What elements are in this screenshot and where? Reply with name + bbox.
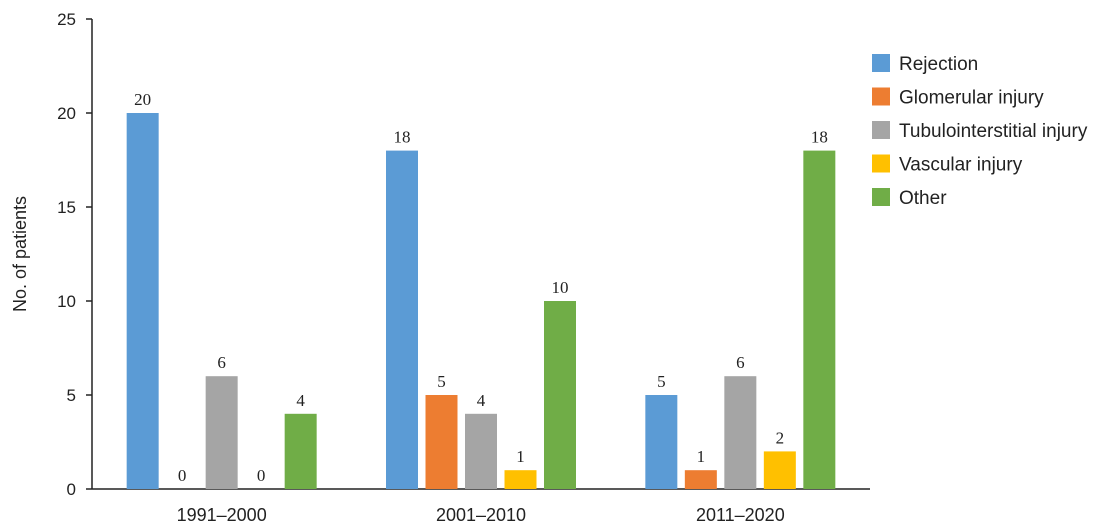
data-label: 10 xyxy=(552,278,569,297)
y-tick-label: 5 xyxy=(67,386,76,405)
bar xyxy=(425,395,458,489)
bar xyxy=(504,470,537,489)
bar xyxy=(386,150,418,489)
data-label: 1 xyxy=(516,447,525,466)
bar xyxy=(544,301,576,489)
data-label: 0 xyxy=(257,466,266,485)
data-label: 4 xyxy=(296,391,305,410)
y-tick-label: 0 xyxy=(67,480,76,499)
bar xyxy=(724,376,757,489)
data-label: 4 xyxy=(477,391,486,410)
legend-swatch xyxy=(872,188,890,206)
y-axis-label: No. of patients xyxy=(10,196,30,312)
data-label: 5 xyxy=(657,372,666,391)
data-label: 18 xyxy=(811,128,828,147)
legend-swatch xyxy=(872,121,890,139)
bar xyxy=(763,451,796,489)
data-label: 20 xyxy=(134,90,151,109)
legend-label: Other xyxy=(899,188,947,209)
x-ticks: 1991–2000 2001–2010 2011–2020 xyxy=(177,505,785,525)
legend-label: Vascular injury xyxy=(899,155,1023,176)
y-tick-label: 10 xyxy=(57,292,76,311)
x-tick-label: 1991–2000 xyxy=(177,505,267,525)
legend-swatch xyxy=(872,54,890,72)
data-label: 5 xyxy=(437,372,446,391)
data-label: 6 xyxy=(217,353,226,372)
data-label: 1 xyxy=(697,447,706,466)
data-label: 6 xyxy=(736,353,745,372)
y-ticks: 0 5 10 15 20 25 xyxy=(57,10,92,499)
legend-label: Tubulointerstitial injury xyxy=(899,121,1088,142)
legend-label: Rejection xyxy=(899,54,978,75)
y-tick-label: 25 xyxy=(57,10,76,29)
legend-label: Glomerular injury xyxy=(899,88,1044,109)
x-tick-label: 2011–2020 xyxy=(696,505,785,525)
y-tick-label: 20 xyxy=(57,104,76,123)
bar xyxy=(205,376,238,489)
bars xyxy=(126,113,836,489)
data-label: 18 xyxy=(394,128,411,147)
bar xyxy=(126,113,159,489)
bar xyxy=(645,395,678,489)
y-tick-label: 15 xyxy=(57,198,76,217)
bar xyxy=(465,413,497,489)
legend-swatch xyxy=(872,154,890,173)
x-tick-label: 2001–2010 xyxy=(436,505,526,525)
bar xyxy=(684,470,717,489)
data-label: 2 xyxy=(776,428,785,447)
data-label: 0 xyxy=(178,466,187,485)
bar xyxy=(803,150,836,489)
value-labels: 20 18 5 0 5 1 6 4 6 0 1 2 4 10 18 xyxy=(134,90,828,485)
bar xyxy=(284,413,317,489)
legend-swatch xyxy=(872,87,890,106)
legend: Rejection Glomerular injury Tubulointersti… xyxy=(872,54,1088,209)
